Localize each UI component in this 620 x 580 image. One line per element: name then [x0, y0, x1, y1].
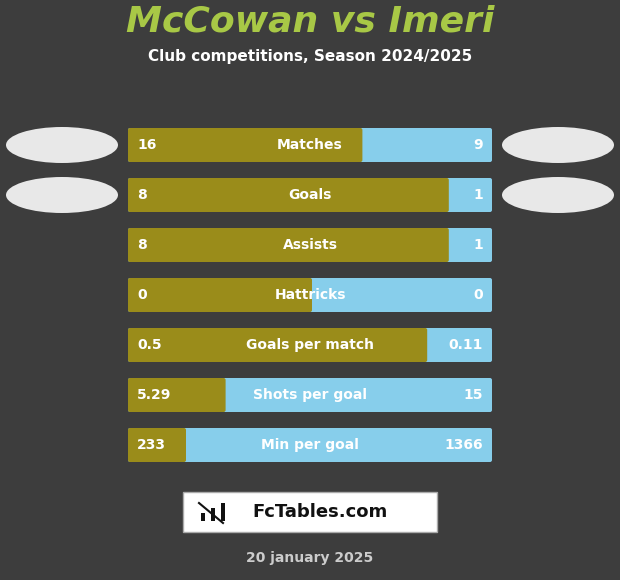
- Ellipse shape: [6, 177, 118, 213]
- Text: Hattricks: Hattricks: [274, 288, 346, 302]
- Text: 8: 8: [137, 238, 147, 252]
- Text: McCowan vs Imeri: McCowan vs Imeri: [126, 5, 494, 39]
- FancyBboxPatch shape: [183, 492, 437, 532]
- FancyBboxPatch shape: [128, 178, 449, 212]
- FancyBboxPatch shape: [128, 128, 363, 162]
- FancyBboxPatch shape: [201, 513, 205, 521]
- FancyBboxPatch shape: [128, 428, 186, 462]
- FancyBboxPatch shape: [211, 508, 215, 521]
- FancyBboxPatch shape: [128, 428, 492, 462]
- FancyBboxPatch shape: [128, 178, 492, 212]
- Text: 1: 1: [473, 188, 483, 202]
- Text: 15: 15: [464, 388, 483, 402]
- Text: 5.29: 5.29: [137, 388, 171, 402]
- FancyBboxPatch shape: [128, 378, 226, 412]
- FancyBboxPatch shape: [128, 378, 492, 412]
- FancyBboxPatch shape: [221, 503, 225, 521]
- Text: Goals per match: Goals per match: [246, 338, 374, 352]
- Text: Min per goal: Min per goal: [261, 438, 359, 452]
- FancyBboxPatch shape: [128, 278, 312, 312]
- Text: 0.5: 0.5: [137, 338, 162, 352]
- FancyBboxPatch shape: [128, 278, 492, 312]
- Text: 233: 233: [137, 438, 166, 452]
- Text: 8: 8: [137, 188, 147, 202]
- FancyBboxPatch shape: [128, 228, 449, 262]
- Text: 20 january 2025: 20 january 2025: [246, 551, 374, 565]
- Text: 0: 0: [474, 288, 483, 302]
- Text: Shots per goal: Shots per goal: [253, 388, 367, 402]
- Text: Goals: Goals: [288, 188, 332, 202]
- Text: 16: 16: [137, 138, 156, 152]
- FancyBboxPatch shape: [128, 128, 492, 162]
- Text: 9: 9: [474, 138, 483, 152]
- Text: Assists: Assists: [283, 238, 337, 252]
- Text: FcTables.com: FcTables.com: [252, 503, 388, 521]
- Text: 1: 1: [473, 238, 483, 252]
- FancyBboxPatch shape: [128, 328, 492, 362]
- Ellipse shape: [502, 127, 614, 163]
- Text: 1366: 1366: [445, 438, 483, 452]
- FancyBboxPatch shape: [128, 228, 492, 262]
- Text: 0: 0: [137, 288, 146, 302]
- Text: Matches: Matches: [277, 138, 343, 152]
- Ellipse shape: [6, 127, 118, 163]
- Ellipse shape: [502, 177, 614, 213]
- FancyBboxPatch shape: [128, 328, 427, 362]
- Text: Club competitions, Season 2024/2025: Club competitions, Season 2024/2025: [148, 49, 472, 64]
- Text: 0.11: 0.11: [449, 338, 483, 352]
